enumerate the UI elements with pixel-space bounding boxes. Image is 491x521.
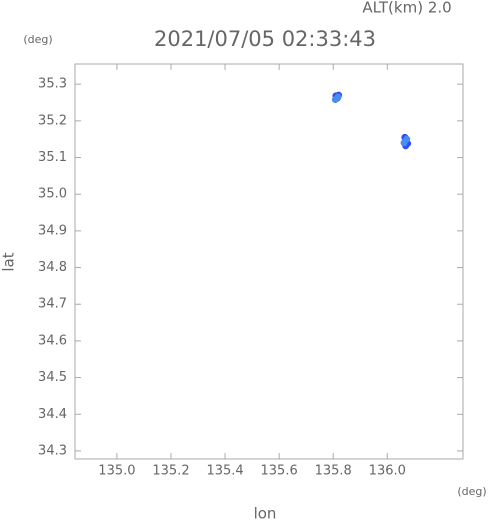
y-tick-label: 34.7 <box>38 297 67 312</box>
x-tick-label: 135.2 <box>152 464 189 479</box>
x-tick-label: 135.8 <box>315 464 352 479</box>
x-tick-label: 136.0 <box>369 464 406 479</box>
y-axis-label: lat <box>0 252 18 271</box>
y-tick-label: 34.9 <box>38 223 67 238</box>
y-unit: (deg) <box>23 33 52 46</box>
plot-frame <box>74 63 464 460</box>
x-unit: (deg) <box>457 485 486 498</box>
y-tick-label: 34.4 <box>38 407 67 422</box>
x-axis-label: lon <box>254 505 277 521</box>
point <box>400 139 408 147</box>
x-tick-label: 135.6 <box>261 464 298 479</box>
x-tick-label: 135.4 <box>206 464 243 479</box>
chart-title: 2021/07/05 02:33:43 <box>154 27 376 51</box>
point <box>334 93 342 101</box>
y-tick-label: 34.5 <box>38 370 67 385</box>
y-tick-label: 35.1 <box>38 150 67 165</box>
y-tick-label: 34.6 <box>38 333 67 348</box>
y-tick-label: 35.2 <box>38 113 67 128</box>
y-tick-label: 34.8 <box>38 260 67 275</box>
x-tick-label: 135.0 <box>98 464 135 479</box>
subtitle: ALT(km) 2.0 <box>362 0 451 17</box>
y-tick-label: 35.3 <box>38 77 67 92</box>
y-tick-label: 34.3 <box>38 443 67 458</box>
y-tick-label: 35.0 <box>38 187 67 202</box>
